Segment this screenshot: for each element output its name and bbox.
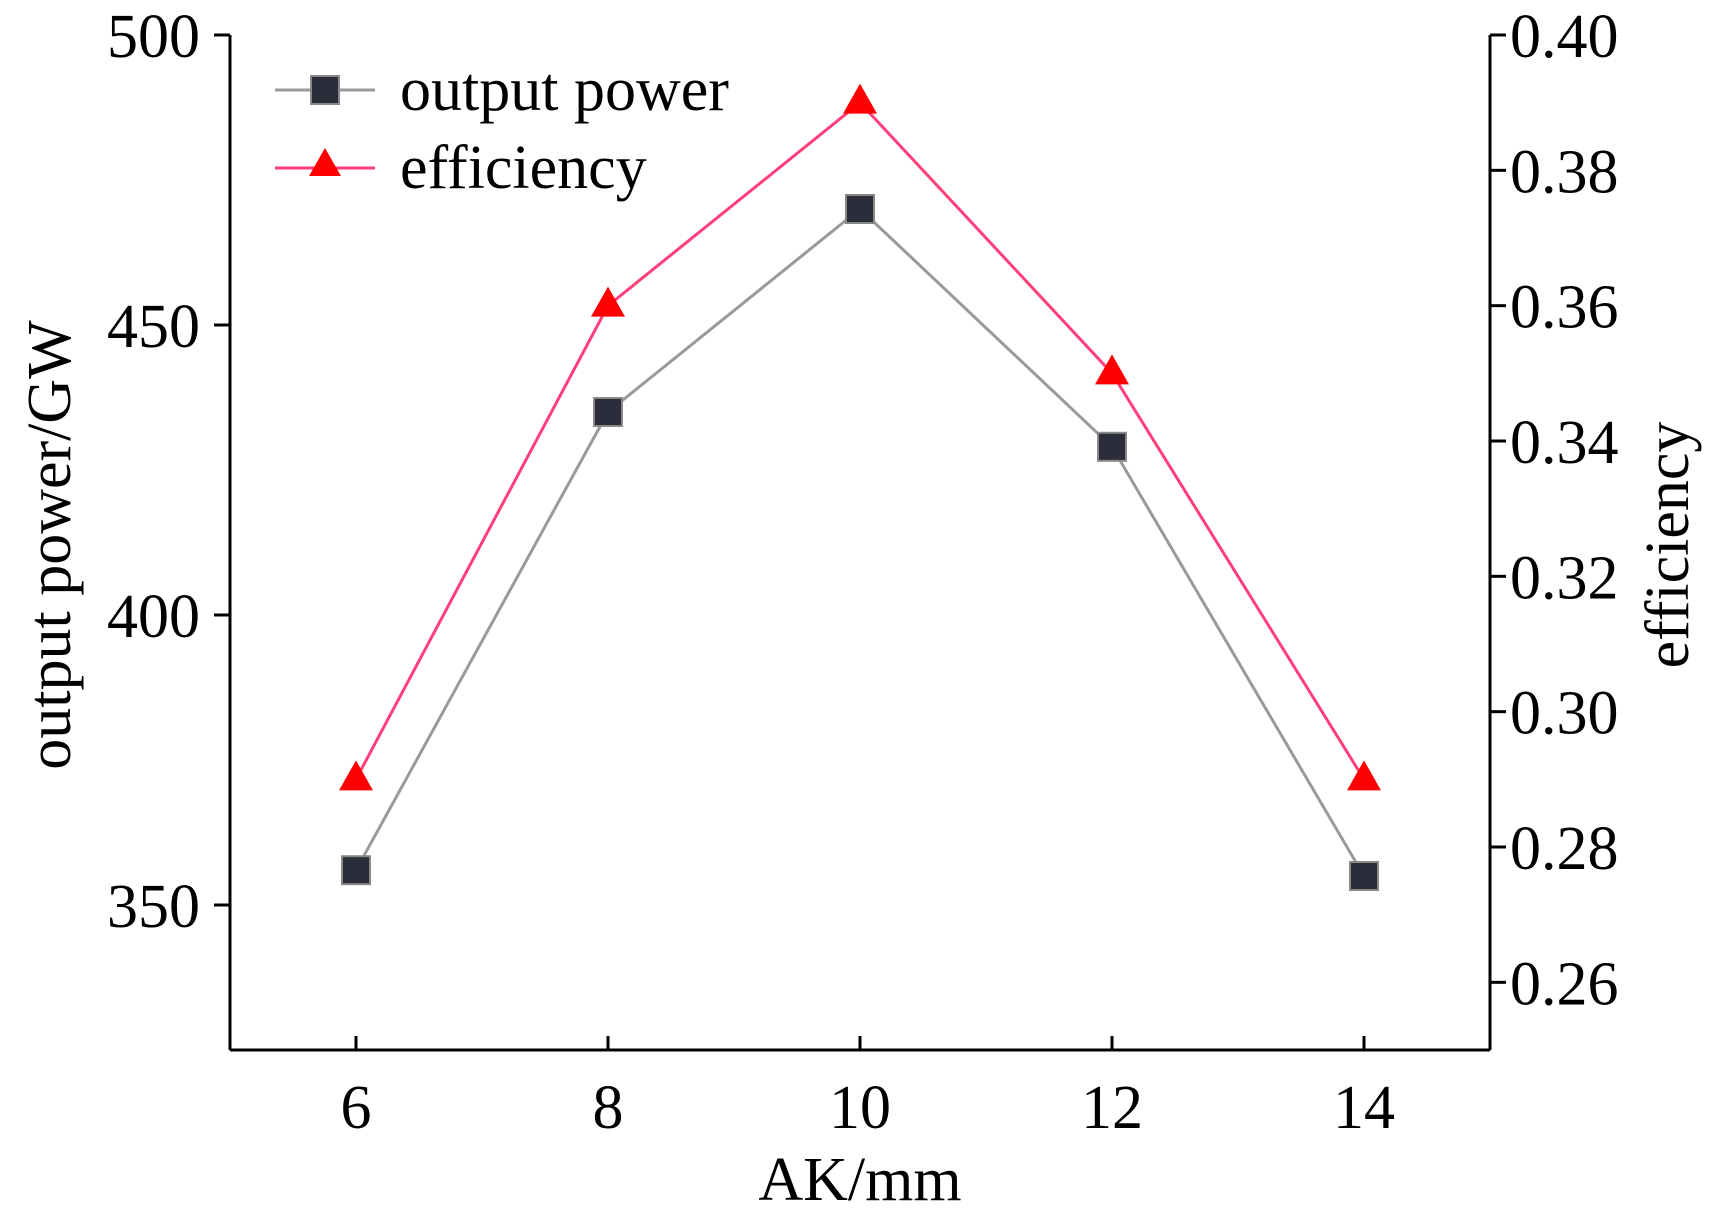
- right-y-tick-label: 0.36: [1510, 274, 1619, 342]
- series-layer: [339, 83, 1381, 891]
- point-output-power: [341, 855, 371, 886]
- legend-efficiency-label: efficiency: [400, 134, 647, 202]
- x-tick-label: 10: [829, 1074, 891, 1142]
- left-y-tick-label: 350: [107, 873, 200, 941]
- x-tick-label: 6: [341, 1074, 372, 1142]
- left-y-tick-label: 400: [107, 583, 200, 651]
- x-tick-label: 14: [1333, 1074, 1395, 1142]
- legend: output power efficiency: [275, 56, 729, 202]
- x-axis-ticks: 6 8 10 12 14: [341, 1036, 1395, 1142]
- left-y-tick-label: 450: [107, 293, 200, 361]
- right-y-tick-label: 0.38: [1510, 138, 1619, 206]
- right-y-tick-label: 0.34: [1510, 409, 1619, 477]
- point-efficiency: [339, 760, 373, 791]
- series-line-output-power: [354, 207, 1366, 877]
- right-y-tick-label: 0.28: [1510, 815, 1619, 883]
- point-efficiency: [591, 286, 625, 317]
- right-y-axis-ticks: 0.26 0.28 0.30 0.32 0.34 0.36 0.38 0.40: [1490, 3, 1619, 1018]
- left-y-axis-ticks: 350 400 450 500: [107, 3, 230, 941]
- right-y-tick-label: 0.40: [1510, 3, 1619, 71]
- right-y-tick-label: 0.26: [1510, 950, 1619, 1018]
- left-y-axis-title: output power/GW: [16, 320, 84, 770]
- point-output-power: [593, 397, 623, 427]
- point-efficiency: [1347, 760, 1381, 791]
- point-output-power: [1349, 861, 1379, 891]
- x-axis-title: AK/mm: [758, 1146, 961, 1214]
- point-efficiency: [1095, 354, 1129, 385]
- right-y-tick-label: 0.30: [1510, 680, 1619, 748]
- left-y-tick-label: 500: [107, 3, 200, 71]
- x-tick-label: 12: [1081, 1074, 1143, 1142]
- x-tick-label: 8: [593, 1074, 624, 1142]
- right-y-tick-label: 0.32: [1510, 544, 1619, 612]
- legend-efficiency-marker: [309, 148, 341, 176]
- legend-output-power-label: output power: [400, 56, 729, 124]
- legend-output-power-marker: [310, 75, 340, 105]
- point-efficiency: [843, 83, 877, 114]
- right-y-axis-title: efficiency: [1634, 422, 1702, 669]
- point-output-power: [1097, 431, 1127, 462]
- point-output-power: [845, 194, 875, 224]
